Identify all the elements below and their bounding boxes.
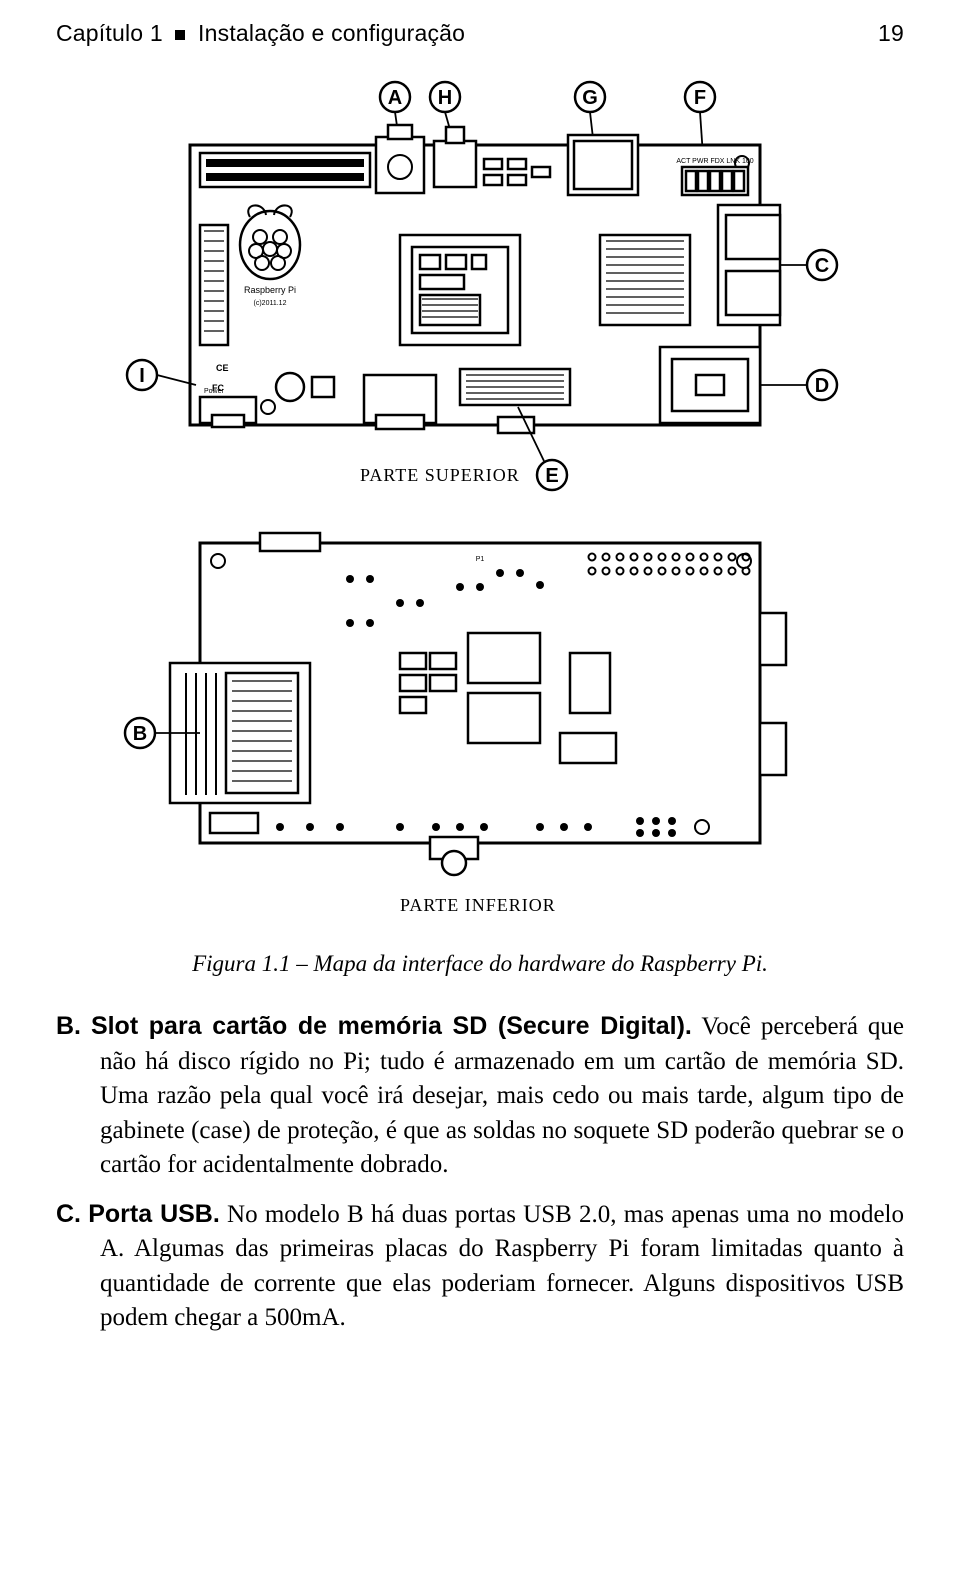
header-square-icon: [175, 30, 185, 40]
callout-b: B: [133, 723, 147, 745]
callout-c: C: [815, 255, 829, 277]
board-brand-line1: Raspberry Pi: [244, 285, 296, 295]
diagram-bottom-view: P1: [56, 513, 904, 933]
page-number: 19: [878, 20, 904, 47]
callout-a: A: [388, 87, 402, 109]
chapter-prefix: Capítulo 1: [56, 20, 163, 46]
callout-h: H: [438, 87, 452, 109]
raspberry-pi-top-svg: A H G F: [100, 75, 860, 495]
list-title-b: Slot para cartão de memória SD (Secure D…: [91, 1012, 692, 1040]
callout-g: G: [582, 87, 598, 109]
diagram-bottom-label: PARTE INFERIOR: [400, 895, 556, 915]
svg-text:CE: CE: [216, 363, 229, 373]
definition-list: B. Slot para cartão de memória SD (Secur…: [56, 1009, 904, 1336]
callout-i: I: [139, 365, 145, 387]
list-body-c: No modelo B há duas portas USB 2.0, mas …: [100, 1201, 904, 1332]
page: Capítulo 1 Instalação e configuração 19 …: [0, 0, 960, 1585]
raspberry-pi-bottom-svg: P1: [100, 513, 860, 933]
svg-text:Power: Power: [204, 388, 225, 395]
chapter-label: Capítulo 1 Instalação e configuração: [56, 20, 465, 47]
running-header: Capítulo 1 Instalação e configuração 19: [56, 20, 904, 47]
list-marker-c: C.: [56, 1200, 81, 1228]
list-marker-b: B.: [56, 1012, 81, 1040]
callout-f: F: [694, 87, 706, 109]
list-item-b: B. Slot para cartão de memória SD (Secur…: [56, 1009, 904, 1183]
list-title-c: Porta USB.: [88, 1200, 220, 1228]
status-leds-label: ACT PWR FDX LNK 100: [676, 158, 753, 165]
svg-text:P1: P1: [476, 556, 485, 563]
diagram-top-view: A H G F: [56, 75, 904, 495]
diagram-top-label: PARTE SUPERIOR: [360, 465, 520, 485]
list-item-c: C. Porta USB. No modelo B há duas portas…: [56, 1197, 904, 1336]
chapter-title: Instalação e configuração: [198, 20, 465, 46]
callout-d: D: [815, 375, 829, 397]
figure-caption: Figura 1.1 – Mapa da interface do hardwa…: [56, 951, 904, 977]
board-brand-line2: (c)2011.12: [254, 300, 287, 307]
callout-e: E: [545, 465, 558, 487]
